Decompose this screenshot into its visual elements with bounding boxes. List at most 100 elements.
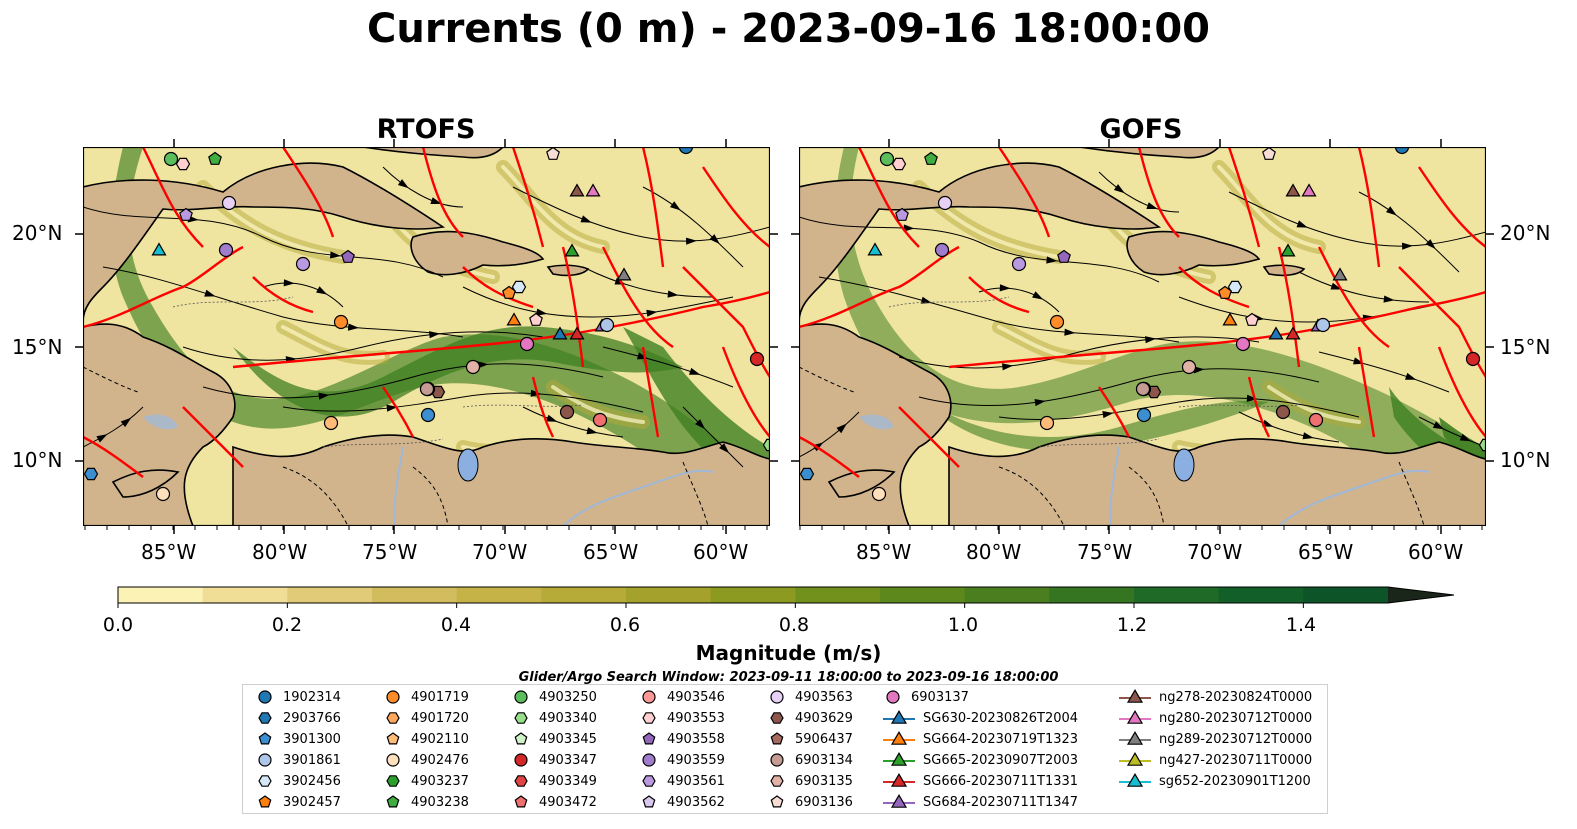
current-magnitude-band xyxy=(919,397,1269,452)
colorbar-segment xyxy=(626,587,712,603)
float-marker xyxy=(1285,326,1301,340)
legend-label: 2903766 xyxy=(283,710,341,726)
legend: 1902314 2903766 3901300 3901861 3902456 39024… xyxy=(242,684,1328,814)
float-marker xyxy=(1057,249,1071,263)
float-marker xyxy=(867,242,883,256)
legend-item: 4901719 xyxy=(383,687,469,707)
streamline-arrow xyxy=(330,251,342,259)
legend-item: 4903472 xyxy=(511,792,597,812)
float-marker xyxy=(221,195,237,211)
lon-label-85w-left: 85°W xyxy=(141,540,197,564)
legend-label: ng289-20230712T0000 xyxy=(1159,731,1313,747)
streamline-arrow xyxy=(1432,421,1445,430)
circle-marker-icon xyxy=(886,690,900,704)
float-marker xyxy=(937,195,953,211)
legend-item: 4903347 xyxy=(511,750,597,770)
colorbar-segment xyxy=(1134,587,1220,603)
bathymetry-contour xyxy=(1178,404,1300,408)
colorbar-tick-4: 0.8 xyxy=(778,614,810,636)
streamline-arrow xyxy=(667,290,679,298)
float-marker xyxy=(585,183,601,197)
hexagon-marker-icon xyxy=(386,712,400,724)
streamline-arrow xyxy=(646,309,658,317)
legend-item: SG684-20230711T1347 xyxy=(883,792,1078,812)
streamline-arrow xyxy=(1302,432,1314,440)
legend-label: 4903347 xyxy=(539,752,597,768)
float-marker xyxy=(1011,256,1027,272)
float-marker xyxy=(559,404,575,420)
streamline-arrow xyxy=(580,215,592,223)
eez-boundary xyxy=(641,346,660,438)
legend-label: 4903238 xyxy=(411,794,469,810)
eez-boundary xyxy=(601,246,674,348)
eez-boundary xyxy=(857,147,920,248)
float-marker xyxy=(1135,381,1151,397)
hexagon-marker-icon xyxy=(770,712,784,724)
legend-label: 5906437 xyxy=(795,731,853,747)
colorbar-tick-2: 0.4 xyxy=(440,614,472,636)
legend-label: SG664-20230719T1323 xyxy=(923,731,1079,747)
land-mass xyxy=(83,162,446,323)
streamline-arrow xyxy=(709,234,720,245)
current-filament xyxy=(997,325,1101,360)
pentagon-marker-icon xyxy=(258,732,272,745)
float-marker xyxy=(155,486,171,502)
glider-line-triangle-icon xyxy=(1119,773,1151,787)
legend-label: 4903472 xyxy=(539,794,597,810)
legend-label: ng280-20230712T0000 xyxy=(1159,710,1313,726)
streamline-arrow xyxy=(283,279,295,287)
float-marker xyxy=(333,314,349,330)
current-streamline xyxy=(818,276,1180,343)
streamline-arrow xyxy=(429,331,441,339)
legend-marker xyxy=(514,753,528,767)
eez-boundary xyxy=(83,435,144,478)
legend-triangle-marker xyxy=(1126,689,1144,703)
hexagon-marker-icon xyxy=(258,775,272,787)
legend-label: 6903136 xyxy=(795,794,853,810)
streamline-arrow xyxy=(318,392,330,400)
legend-item: 4903238 xyxy=(383,792,469,812)
pentagon-marker-icon xyxy=(642,732,656,745)
glider-line-triangle-icon xyxy=(883,752,915,766)
lat-label-20n-right: 20°N xyxy=(1500,221,1551,245)
streamline-arrow xyxy=(96,434,108,443)
eez-boundary xyxy=(1357,346,1376,438)
hexagon-marker-icon xyxy=(514,775,528,787)
float-marker xyxy=(616,267,632,281)
colorbar-label: Magnitude (m/s) xyxy=(695,641,882,665)
float-marker xyxy=(1227,280,1243,294)
float-marker xyxy=(1465,351,1481,367)
country-border xyxy=(799,366,855,393)
legend-item: 5906437 xyxy=(767,729,853,749)
streamline-arrow xyxy=(397,179,409,189)
legend-label: sg652-20230901T1200 xyxy=(1159,773,1311,789)
lon-label-80w-left: 80°W xyxy=(252,540,308,564)
current-streamline xyxy=(582,266,714,298)
legend-label: 4903561 xyxy=(667,773,725,789)
float-marker xyxy=(599,317,615,333)
current-streamline xyxy=(522,406,624,438)
legend-label: 4903563 xyxy=(795,689,853,705)
legend-label: 4903340 xyxy=(539,710,597,726)
river xyxy=(1109,446,1120,526)
colorbar-segment xyxy=(202,587,288,603)
glider-line-triangle-icon xyxy=(883,794,915,808)
float-marker xyxy=(749,351,765,367)
eez-boundary xyxy=(998,147,1051,238)
legend-triangle-marker xyxy=(1126,752,1144,766)
float-marker xyxy=(506,312,522,326)
bathymetry-contour xyxy=(172,296,294,308)
colorbar-extend-arrow xyxy=(1388,587,1454,603)
float-marker xyxy=(1268,326,1284,340)
legend-marker xyxy=(386,690,400,704)
eez-boundary xyxy=(968,276,1030,314)
legend-item: 4903558 xyxy=(639,729,725,749)
float-marker xyxy=(419,381,435,397)
current-streamline xyxy=(1238,411,1340,443)
map-frame xyxy=(83,147,770,526)
current-streamline xyxy=(799,216,1160,283)
streamline-arrow xyxy=(347,323,359,331)
colorbar xyxy=(117,586,1455,608)
current-streamline xyxy=(1358,191,1460,273)
search-window-text: Glider/Argo Search Window: 2023-09-11 18… xyxy=(518,670,1059,684)
